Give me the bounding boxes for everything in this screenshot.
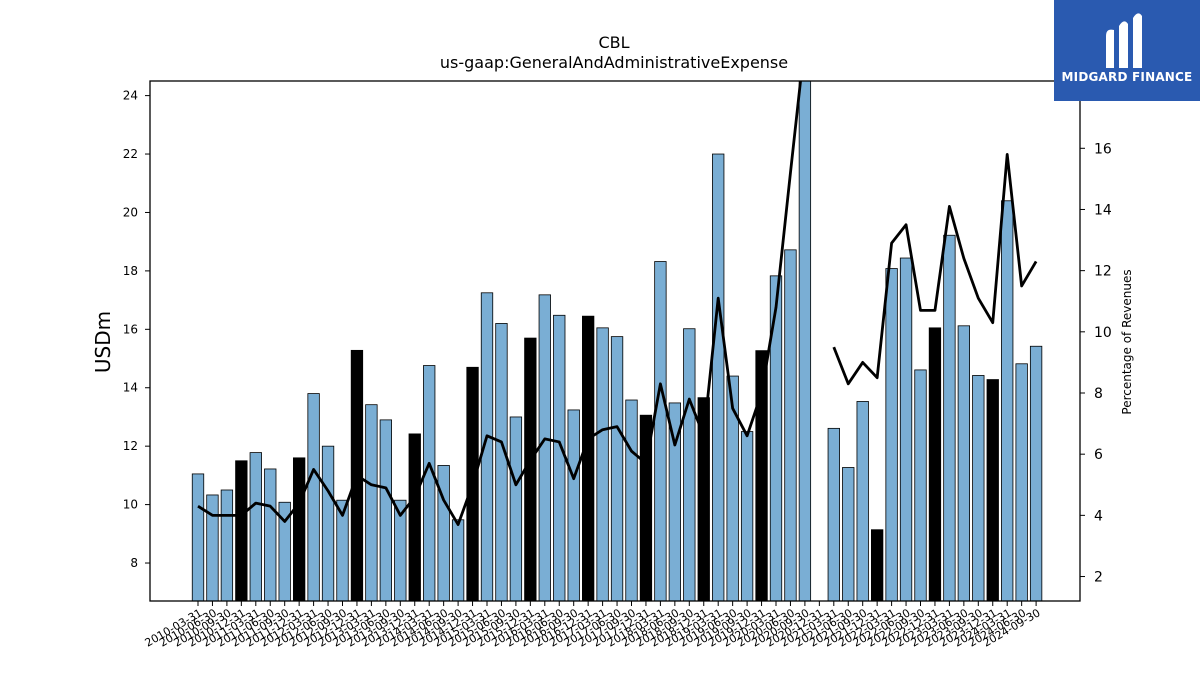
- y-tick-label: 18: [123, 264, 138, 278]
- bar: [495, 323, 508, 601]
- y2-tick-label: 2: [1094, 570, 1103, 586]
- bar-q4: [582, 315, 595, 601]
- bar: [1029, 345, 1043, 601]
- bar-q4: [639, 414, 653, 601]
- y2-tick-label: 16: [1094, 141, 1112, 157]
- y-tick-label: 14: [123, 381, 138, 395]
- bar: [957, 325, 970, 601]
- bar: [625, 399, 638, 601]
- bar-q4: [408, 433, 421, 601]
- y-tick-label: 22: [123, 147, 138, 161]
- bar: [307, 393, 320, 601]
- bar: [437, 465, 450, 601]
- bar-q4: [871, 529, 884, 601]
- bar: [191, 473, 205, 601]
- plot-frame: [149, 80, 1081, 602]
- bar: [509, 416, 523, 601]
- y-tick-label: 16: [123, 322, 138, 336]
- bar: [842, 467, 855, 601]
- line-series: [197, 81, 1038, 526]
- y-tick-label: 24: [123, 89, 138, 103]
- bar-q4: [986, 379, 999, 601]
- bar-series: [191, 81, 1043, 601]
- bar-q4: [755, 350, 768, 601]
- bar: [827, 427, 840, 601]
- bar: [972, 375, 985, 601]
- brand-name: MIDGARD FINANCE: [1061, 70, 1193, 84]
- y2-tick-label: 14: [1094, 202, 1112, 218]
- bar: [365, 404, 378, 601]
- bar: [206, 494, 219, 601]
- y-tick-label: 20: [123, 205, 138, 219]
- y2-tick-label: 12: [1094, 264, 1112, 280]
- bar: [596, 327, 609, 601]
- y2-tick-label: 4: [1094, 508, 1103, 524]
- chart-title: CBL: [598, 33, 629, 52]
- y2-tick-label: 10: [1094, 325, 1112, 341]
- y2-tick-label: 6: [1094, 447, 1103, 463]
- bar: [278, 501, 291, 601]
- bar: [856, 401, 869, 601]
- bar: [740, 431, 754, 601]
- bar: [451, 519, 465, 601]
- bar: [553, 314, 566, 601]
- bar: [726, 375, 739, 601]
- bar: [943, 234, 956, 601]
- bar: [668, 402, 681, 601]
- y-tick-label: 8: [130, 556, 138, 570]
- percentage-line: [197, 81, 802, 526]
- bar-q4: [235, 460, 248, 601]
- percentage-line: [832, 153, 1038, 386]
- y-tick-label: 12: [123, 439, 138, 453]
- y-axis-label: USDm: [91, 311, 115, 373]
- bar: [264, 468, 277, 601]
- bar: [379, 419, 393, 601]
- bar: [784, 249, 797, 601]
- bar: [654, 261, 667, 601]
- bar: [885, 268, 898, 601]
- y2-axis-label: Percentage of Revenues: [1120, 269, 1134, 414]
- axes: 810121416182022242468101214162010-03-312…: [123, 80, 1112, 650]
- bar: [567, 409, 580, 601]
- bar: [914, 369, 927, 601]
- bar: [798, 81, 812, 601]
- bar: [683, 328, 696, 601]
- y-tick-label: 10: [123, 498, 138, 512]
- bar: [423, 365, 436, 601]
- bar: [321, 445, 335, 601]
- bar: [712, 153, 725, 601]
- bar: [538, 294, 551, 601]
- midgard-m-logo-icon: [1106, 13, 1142, 69]
- y2-tick-label: 8: [1094, 386, 1103, 402]
- bar: [220, 489, 234, 601]
- bar: [1001, 200, 1014, 601]
- brand-logo: MIDGARD FINANCE: [1054, 0, 1200, 101]
- bar-q4: [697, 397, 710, 601]
- bar: [249, 452, 262, 601]
- bar-q4: [292, 457, 306, 601]
- chart-subtitle: us-gaap:GeneralAndAdministrativeExpense: [440, 53, 788, 72]
- bar: [1015, 363, 1028, 601]
- bar: [610, 336, 624, 601]
- bar: [899, 257, 913, 601]
- bar-q4: [928, 327, 942, 601]
- bar: [769, 275, 783, 601]
- bar: [480, 292, 494, 601]
